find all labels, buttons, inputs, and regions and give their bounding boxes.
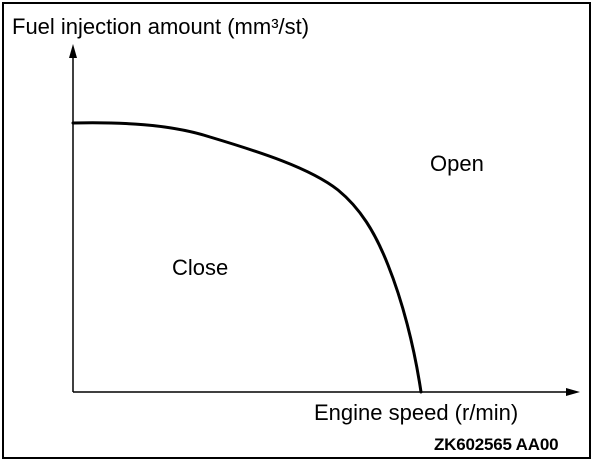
x-axis-arrowhead (566, 388, 580, 396)
region-label-close: Close (172, 255, 229, 280)
y-axis-label: Fuel injection amount (mm³/st) (12, 14, 310, 39)
figure-code: ZK602565 AA00 (434, 435, 559, 454)
region-label-open: Open (430, 151, 484, 176)
figure-frame (2, 2, 591, 459)
boundary-curve (71, 121, 423, 394)
y-axis-arrowhead (69, 44, 77, 58)
x-axis-label: Engine speed (r/min) (314, 400, 519, 425)
